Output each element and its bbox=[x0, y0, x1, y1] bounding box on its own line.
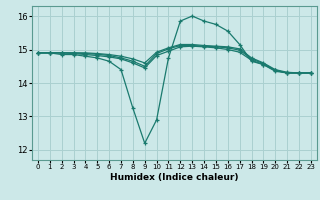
X-axis label: Humidex (Indice chaleur): Humidex (Indice chaleur) bbox=[110, 173, 239, 182]
